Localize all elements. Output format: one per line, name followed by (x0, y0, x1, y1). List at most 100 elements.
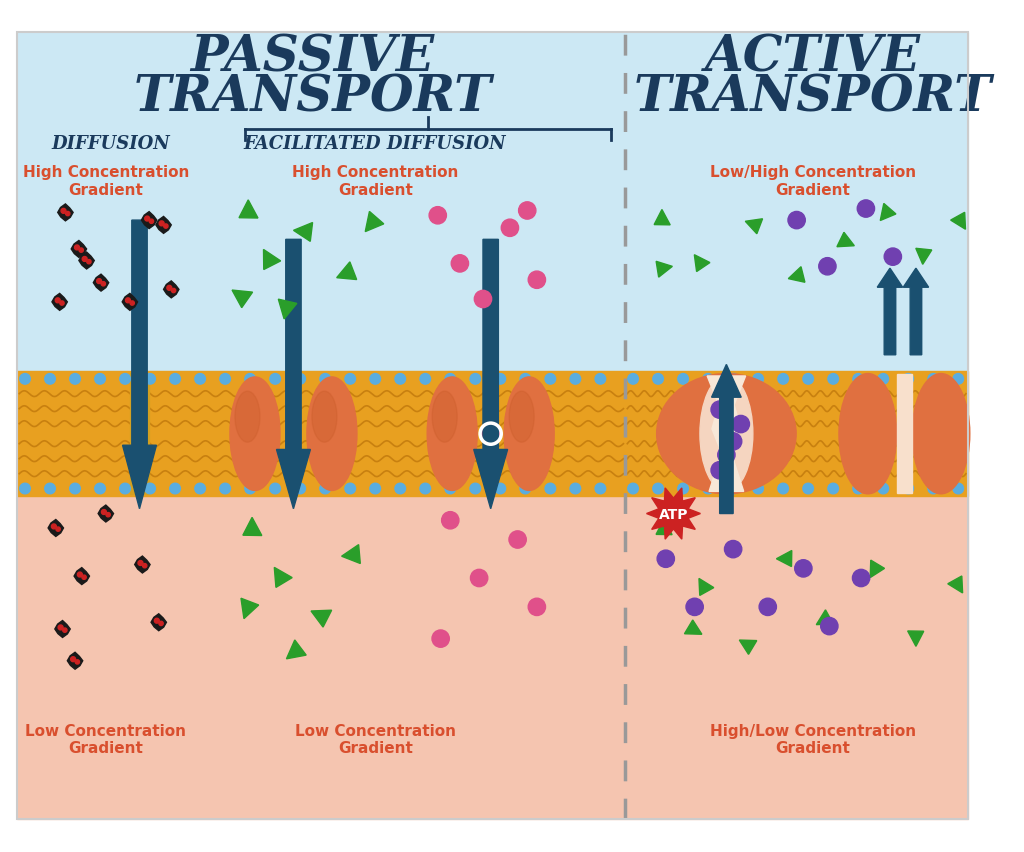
Circle shape (56, 527, 60, 532)
Circle shape (79, 249, 83, 253)
Circle shape (164, 225, 168, 229)
Circle shape (136, 459, 142, 465)
Circle shape (136, 406, 142, 412)
Polygon shape (239, 201, 258, 219)
Polygon shape (141, 212, 157, 229)
Text: ATP: ATP (658, 507, 688, 521)
Circle shape (70, 374, 80, 384)
Ellipse shape (432, 392, 457, 443)
Circle shape (420, 484, 430, 494)
Polygon shape (241, 599, 259, 619)
Circle shape (853, 374, 863, 384)
Circle shape (509, 532, 526, 549)
Polygon shape (837, 233, 854, 247)
Polygon shape (342, 545, 360, 564)
Polygon shape (311, 611, 332, 627)
Polygon shape (152, 614, 167, 631)
Circle shape (724, 541, 741, 558)
FancyArrow shape (903, 269, 929, 355)
Circle shape (819, 258, 836, 275)
Circle shape (136, 486, 142, 492)
Circle shape (195, 484, 206, 494)
Circle shape (159, 621, 163, 626)
Circle shape (702, 484, 714, 494)
Circle shape (595, 484, 605, 494)
Circle shape (928, 374, 939, 384)
Circle shape (78, 573, 82, 578)
Text: TRANSPORT: TRANSPORT (634, 73, 992, 123)
Ellipse shape (230, 377, 280, 491)
Circle shape (788, 212, 805, 229)
Circle shape (678, 484, 688, 494)
Polygon shape (263, 250, 281, 270)
Circle shape (480, 423, 502, 445)
Circle shape (678, 374, 688, 384)
Circle shape (120, 374, 130, 384)
Polygon shape (656, 262, 673, 278)
Circle shape (370, 484, 381, 494)
Circle shape (432, 630, 450, 648)
Circle shape (87, 260, 91, 264)
Text: Low Concentration: Low Concentration (295, 722, 456, 738)
Circle shape (628, 484, 638, 494)
Polygon shape (776, 551, 792, 567)
Circle shape (441, 512, 459, 529)
Circle shape (928, 484, 939, 494)
Circle shape (270, 374, 281, 384)
Circle shape (732, 416, 750, 433)
Text: Low Concentration: Low Concentration (26, 722, 186, 738)
Polygon shape (708, 377, 745, 492)
FancyArrow shape (123, 221, 157, 509)
Circle shape (728, 484, 738, 494)
Circle shape (884, 249, 901, 266)
Circle shape (395, 374, 406, 384)
Bar (130, 374, 150, 495)
Circle shape (753, 374, 764, 384)
Circle shape (82, 257, 87, 262)
Circle shape (718, 446, 735, 464)
Circle shape (795, 560, 812, 578)
Text: TRANSPORT: TRANSPORT (133, 73, 492, 123)
Circle shape (95, 484, 105, 494)
Polygon shape (948, 576, 963, 593)
Circle shape (120, 484, 130, 494)
Circle shape (395, 484, 406, 494)
Text: Gradient: Gradient (338, 182, 413, 198)
Circle shape (495, 484, 506, 494)
Circle shape (852, 570, 869, 587)
Bar (17, 33, 968, 371)
Bar (17, 497, 968, 819)
Circle shape (245, 374, 255, 384)
Circle shape (528, 598, 546, 616)
Circle shape (657, 550, 675, 567)
Polygon shape (74, 568, 89, 584)
Circle shape (319, 374, 331, 384)
Circle shape (853, 484, 863, 494)
Circle shape (470, 484, 480, 494)
Text: High Concentration: High Concentration (292, 165, 459, 181)
Circle shape (136, 419, 142, 424)
Circle shape (19, 374, 31, 384)
Circle shape (545, 484, 556, 494)
Polygon shape (915, 249, 932, 265)
Circle shape (628, 374, 638, 384)
Circle shape (520, 374, 530, 384)
Text: Gradient: Gradient (338, 740, 413, 755)
Circle shape (150, 220, 154, 224)
Circle shape (62, 628, 67, 632)
Circle shape (136, 392, 142, 398)
Circle shape (75, 660, 80, 665)
Circle shape (953, 374, 964, 384)
Circle shape (857, 201, 874, 218)
Circle shape (778, 374, 788, 384)
Circle shape (495, 374, 506, 384)
Bar (17, 371, 968, 497)
Circle shape (59, 302, 65, 306)
FancyArrow shape (474, 240, 508, 509)
Circle shape (724, 433, 741, 451)
Circle shape (144, 484, 156, 494)
Circle shape (345, 374, 355, 384)
Circle shape (953, 484, 964, 494)
Text: PASSIVE: PASSIVE (190, 33, 435, 82)
Circle shape (45, 374, 55, 384)
